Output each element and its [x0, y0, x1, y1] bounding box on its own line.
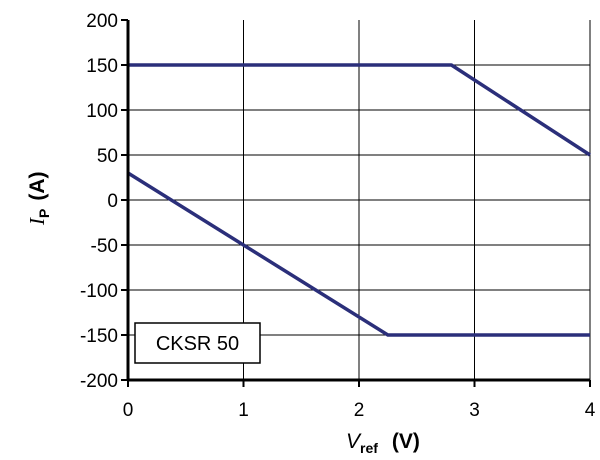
y-tick-label: 0	[107, 191, 118, 212]
x-axis-label-sub: ref	[360, 440, 378, 456]
y-tick-label: 50	[97, 146, 118, 167]
y-tick-label: 100	[86, 101, 118, 122]
y-tick-label: -150	[80, 326, 118, 347]
y-tick-label: 200	[86, 11, 118, 32]
y-tick-labels: 200 150 100 50 0 -50 -100 -150 -200	[80, 11, 118, 392]
y-tick-label: -200	[80, 371, 118, 392]
y-axis-label: IP (A)	[25, 172, 52, 227]
y-tick-label: -100	[80, 281, 118, 302]
x-axis-label-main: V	[346, 430, 362, 453]
y-axis-label-unit: (A)	[26, 172, 49, 201]
x-tick-label: 2	[354, 400, 365, 421]
x-axis-label-unit: (V)	[392, 430, 420, 453]
y-tick-label: -50	[91, 236, 118, 257]
y-tick-label: 150	[86, 56, 118, 77]
series-line-1	[128, 63, 591, 157]
x-tick-labels: 0 1 2 3 4	[123, 400, 596, 421]
x-axis-label: Vref (V)	[346, 430, 420, 456]
x-tick-label: 1	[238, 400, 249, 421]
annotation-label: CKSR 50	[156, 333, 239, 355]
y-axis-label-sub: P	[36, 209, 52, 218]
y-axis-label-main: I	[25, 217, 49, 226]
x-tick-label: 4	[585, 400, 596, 421]
annotation-box: CKSR 50	[134, 322, 261, 364]
series-lines	[127, 63, 591, 337]
series-line-2	[127, 171, 590, 337]
x-tick-label: 3	[469, 400, 480, 421]
x-tick-label: 0	[123, 400, 134, 421]
